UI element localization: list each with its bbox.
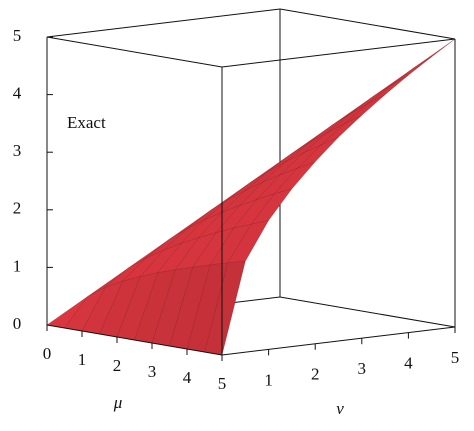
y-tick-label: 4 bbox=[404, 354, 413, 373]
y-tick-label: 5 bbox=[451, 348, 460, 367]
x-tick-label: 4 bbox=[183, 368, 192, 387]
box-edge bbox=[279, 296, 456, 328]
y-tick-label: 2 bbox=[311, 365, 320, 384]
surface-facet bbox=[373, 67, 415, 97]
box-edge bbox=[46, 36, 223, 68]
y-tick-label: 3 bbox=[358, 359, 367, 378]
box-edge bbox=[221, 326, 456, 356]
annotation: Exact bbox=[67, 113, 106, 132]
box-edge bbox=[221, 38, 456, 68]
x-tick-label: 0 bbox=[43, 344, 52, 363]
z-tick-label: 5 bbox=[13, 26, 22, 45]
z-tick-label: 4 bbox=[13, 84, 22, 103]
x-tick-label: 5 bbox=[218, 374, 227, 393]
x-tick-label: 1 bbox=[78, 350, 87, 369]
surface-facet bbox=[344, 94, 386, 124]
y-tick-label: 1 bbox=[264, 370, 273, 389]
x-axis-label: μ bbox=[113, 393, 123, 412]
box-back bbox=[46, 8, 456, 328]
y-axis-label: ν bbox=[336, 399, 344, 418]
box-edge bbox=[46, 8, 281, 38]
box-edge bbox=[46, 324, 223, 356]
x-tick-label: 3 bbox=[148, 362, 157, 381]
surface-facet bbox=[390, 56, 432, 86]
surface-facet bbox=[349, 85, 392, 115]
z-tick-label: 2 bbox=[13, 199, 22, 218]
z-tick-label: 3 bbox=[13, 141, 22, 160]
box-front bbox=[46, 67, 456, 361]
box-edge bbox=[279, 8, 456, 40]
surface-facet bbox=[367, 74, 409, 104]
x-tick-label: 2 bbox=[113, 356, 122, 375]
surface bbox=[46, 38, 456, 356]
z-tick-label: 1 bbox=[13, 256, 22, 275]
z-tick-label: 0 bbox=[13, 314, 22, 333]
